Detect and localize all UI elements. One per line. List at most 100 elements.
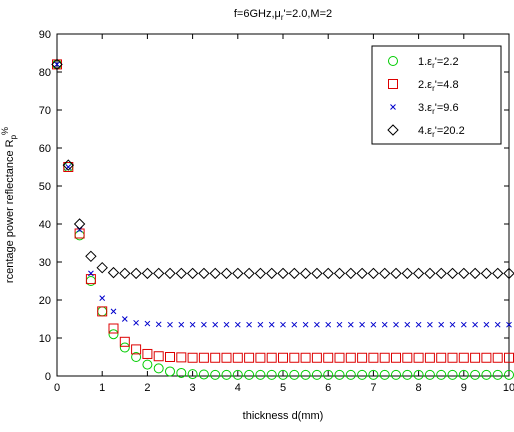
legend-label-1: 1.εr'=2.2 bbox=[418, 56, 459, 70]
series-4-point bbox=[141, 267, 154, 280]
series-1-point bbox=[300, 369, 311, 380]
series-2-point bbox=[413, 352, 424, 363]
x-tick-label: 9 bbox=[461, 382, 467, 394]
series-4-point bbox=[186, 267, 199, 280]
series-4-point bbox=[288, 267, 301, 280]
series-4-point bbox=[62, 159, 75, 171]
series-3-point bbox=[121, 316, 128, 322]
series-3-point bbox=[449, 321, 456, 328]
series-4 bbox=[51, 58, 514, 280]
series-3-point bbox=[257, 321, 264, 328]
series-1-point bbox=[402, 369, 413, 380]
y-tick-label: 70 bbox=[39, 105, 51, 117]
series-1-point bbox=[289, 369, 300, 380]
series-3-point bbox=[234, 321, 241, 328]
y-tick-label: 0 bbox=[45, 371, 51, 383]
series-4-point bbox=[503, 267, 514, 280]
series-2-point bbox=[244, 352, 255, 363]
series-4-point bbox=[119, 267, 131, 280]
series-2-point bbox=[424, 352, 435, 363]
series-1-point bbox=[108, 329, 119, 340]
y-tick-labels: 0 10 20 30 40 50 60 70 80 90 bbox=[39, 29, 51, 383]
x-tick-label: 3 bbox=[190, 382, 196, 394]
series-3-point bbox=[302, 321, 309, 328]
series-3-point bbox=[223, 321, 230, 328]
x-axis-label: thickness d(mm) bbox=[243, 410, 324, 422]
series-2-point bbox=[368, 352, 379, 363]
series-2-point bbox=[458, 352, 469, 363]
y-tick-label: 50 bbox=[39, 181, 51, 193]
series-2-point bbox=[278, 352, 288, 363]
series-1-point bbox=[210, 369, 221, 380]
series-3-point bbox=[393, 321, 399, 328]
series-1-point bbox=[391, 369, 401, 380]
series-2-point bbox=[334, 352, 345, 363]
series-3-point bbox=[494, 321, 501, 328]
series-1-point bbox=[424, 369, 435, 380]
series-1-point bbox=[323, 369, 334, 380]
series-2-point bbox=[323, 352, 334, 363]
series-3-point bbox=[133, 319, 139, 326]
series-3-point bbox=[370, 321, 377, 328]
series-1-point bbox=[119, 342, 130, 353]
series-3-point bbox=[506, 321, 512, 328]
axis-ticks bbox=[56, 33, 510, 377]
series-2-point bbox=[176, 352, 187, 363]
series-4-point bbox=[390, 267, 402, 280]
series-4-point bbox=[265, 267, 278, 280]
series-1-point bbox=[176, 367, 187, 378]
series-1-point bbox=[198, 369, 209, 380]
legend-marker-3 bbox=[390, 104, 396, 110]
series-1-point bbox=[436, 369, 447, 380]
series-1-point bbox=[221, 369, 232, 380]
series-2-point bbox=[266, 352, 277, 363]
x-tick-label: 1 bbox=[99, 382, 105, 394]
series-3-point bbox=[201, 321, 207, 328]
series-3-point bbox=[381, 321, 388, 328]
legend-marker-4 bbox=[387, 124, 399, 136]
series-2-point bbox=[470, 352, 481, 363]
series-2-point bbox=[153, 351, 164, 362]
series-4-point bbox=[51, 58, 63, 71]
series-4-point bbox=[277, 267, 289, 280]
legend-markers bbox=[387, 56, 399, 136]
series-2-point bbox=[357, 352, 368, 363]
x-tick-label: 6 bbox=[325, 382, 331, 394]
series-2-point bbox=[119, 336, 130, 347]
series-4-point bbox=[480, 267, 493, 280]
series-4-point bbox=[220, 267, 233, 280]
y-tick-label: 30 bbox=[39, 257, 51, 269]
series-3-point bbox=[88, 270, 94, 277]
series-3-point bbox=[359, 321, 365, 328]
legend-box bbox=[371, 45, 502, 145]
series-2-point bbox=[481, 352, 492, 363]
series-4-point bbox=[367, 267, 380, 280]
series-1-point bbox=[357, 369, 368, 380]
series-4-point bbox=[299, 267, 312, 280]
x-tick-label: 2 bbox=[144, 382, 150, 394]
series-3-point bbox=[427, 321, 433, 328]
series-4-point bbox=[378, 267, 391, 280]
series-4-point bbox=[107, 266, 120, 279]
series-2-point bbox=[187, 352, 198, 363]
series-3-point bbox=[54, 61, 60, 68]
series-2-point bbox=[255, 352, 266, 363]
series-2-point bbox=[131, 344, 142, 355]
series-3-point bbox=[110, 308, 117, 315]
series-3-point bbox=[280, 321, 286, 328]
series-4-point bbox=[458, 267, 470, 280]
series-1-point bbox=[165, 366, 175, 377]
series-3-point bbox=[404, 321, 411, 328]
series-2-point bbox=[108, 323, 119, 334]
series-3-point bbox=[155, 321, 162, 328]
series-2-point bbox=[345, 352, 356, 363]
series-4-point bbox=[469, 267, 481, 280]
series-3-point bbox=[167, 321, 173, 328]
legend-marker-1 bbox=[388, 56, 398, 66]
series-2-point bbox=[210, 352, 221, 363]
series-4-point bbox=[175, 267, 188, 280]
legend-marker-2 bbox=[388, 79, 398, 89]
series-4-point bbox=[435, 267, 447, 280]
series-3-point bbox=[483, 321, 490, 328]
